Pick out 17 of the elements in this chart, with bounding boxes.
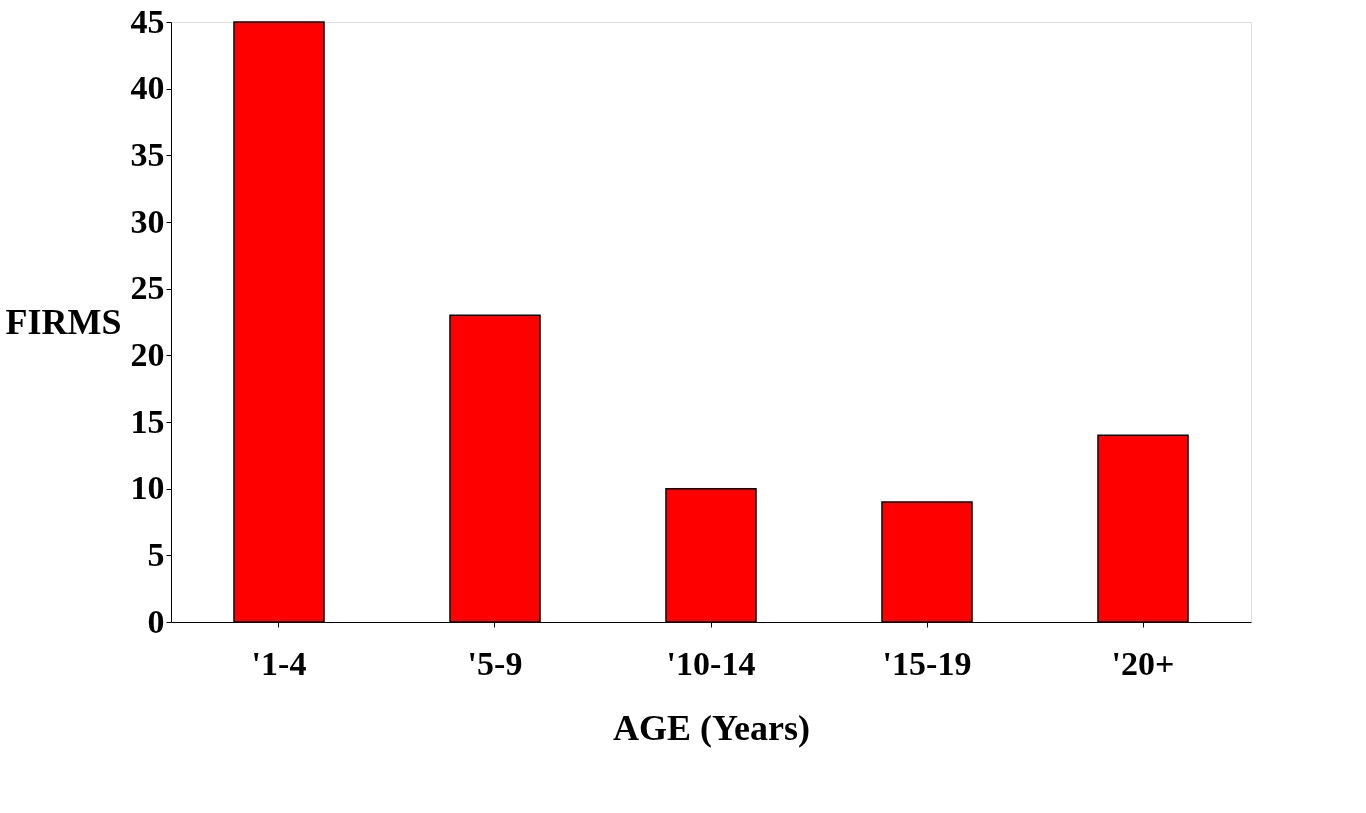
x-tick-label: '5-9 xyxy=(467,644,523,682)
x-tick-label: '10-14 xyxy=(666,644,756,682)
y-tick-label: 40 xyxy=(130,69,165,107)
y-tick-label: 25 xyxy=(130,269,165,307)
y-axis-title: FIRMS xyxy=(5,301,122,342)
x-tick-label: '1-4 xyxy=(251,644,307,682)
y-tick-label: 30 xyxy=(130,202,165,240)
y-tick-label: 20 xyxy=(130,335,165,373)
y-tick-label: 45 xyxy=(130,2,165,40)
x-tick-label: '15-19 xyxy=(882,644,972,682)
y-tick-label: 15 xyxy=(130,402,165,440)
y-tick-label: 0 xyxy=(147,602,165,640)
x-tick-label: '20+ xyxy=(1111,644,1175,682)
y-tick-label: 5 xyxy=(147,535,165,573)
y-tick-label: 10 xyxy=(130,469,165,507)
x-axis-title: AGE (Years) xyxy=(613,707,810,748)
y-tick-label: 35 xyxy=(130,135,165,173)
